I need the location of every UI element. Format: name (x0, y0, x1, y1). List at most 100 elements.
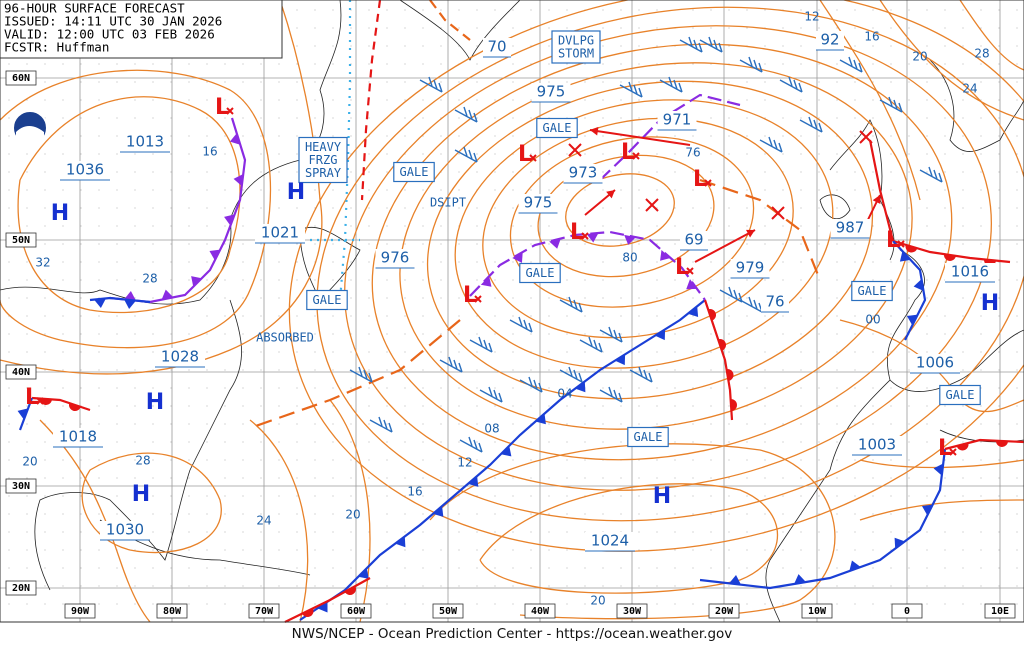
grid-dot (458, 297, 460, 299)
grid-dot (368, 279, 370, 281)
grid-dot (872, 189, 874, 191)
grid-dot (800, 387, 802, 389)
central-pressure: 1028 (161, 348, 199, 366)
grid-dot (26, 459, 28, 461)
grid-dot (980, 171, 982, 173)
grid-dot (962, 189, 964, 191)
grid-dot (890, 63, 892, 65)
grid-dot (638, 9, 640, 11)
grid-dot (260, 153, 262, 155)
grid-dot (998, 243, 1000, 245)
grid-dot (962, 549, 964, 551)
grid-dot (278, 117, 280, 119)
grid-dot (44, 333, 46, 335)
grid-dot (620, 441, 622, 443)
grid-dot (260, 513, 262, 515)
grid-dot (584, 423, 586, 425)
grid-dot (242, 261, 244, 263)
grid-dot (260, 405, 262, 407)
grid-dot (980, 585, 982, 587)
grid-dot (134, 225, 136, 227)
grid-dot (566, 81, 568, 83)
grid-dot (638, 513, 640, 515)
wind-barb (919, 166, 943, 183)
grid-dot (710, 549, 712, 551)
grid-dot (998, 279, 1000, 281)
grid-dot (566, 297, 568, 299)
grid-dot (674, 135, 676, 137)
isobar (399, 62, 913, 430)
grid-dot (404, 9, 406, 11)
grid-dot (998, 27, 1000, 29)
grid-dot (584, 477, 586, 479)
grid-dot (836, 243, 838, 245)
grid-dot (170, 369, 172, 371)
grid-dot (980, 477, 982, 479)
position-marker (771, 206, 785, 220)
grid-dot (512, 45, 514, 47)
front-symbol (899, 251, 911, 262)
grid-dot (728, 459, 730, 461)
grid-dot (314, 423, 316, 425)
high-center: H (132, 482, 150, 507)
grid-dot (620, 297, 622, 299)
grid-dot (962, 63, 964, 65)
grid-dot (854, 549, 856, 551)
low-marker (474, 295, 482, 303)
front-symbol (905, 244, 918, 253)
grid-dot (386, 207, 388, 209)
grid-dot (368, 531, 370, 533)
grid-dot (980, 549, 982, 551)
grid-dot (764, 567, 766, 569)
grid-dot (386, 477, 388, 479)
longitude-label: 50W (439, 606, 458, 617)
grid-dot (764, 603, 766, 605)
boxed-label-frame (298, 136, 348, 184)
grid-dot (170, 81, 172, 83)
grid-dot (8, 261, 10, 263)
grid-dot (422, 531, 424, 533)
grid-dot (440, 549, 442, 551)
grid-dot (1016, 9, 1018, 11)
grid-dot (656, 225, 658, 227)
grid-dot (800, 45, 802, 47)
grid-dot (314, 27, 316, 29)
grid-dot (314, 513, 316, 515)
grid-dot (836, 369, 838, 371)
grid-dot (242, 207, 244, 209)
grid-dot (926, 297, 928, 299)
boxed-label-line: GALE (313, 293, 342, 307)
grid-dot (584, 441, 586, 443)
grid-dot (890, 495, 892, 497)
grid-dot (926, 567, 928, 569)
isobar-label: 24 (962, 82, 977, 96)
grid-dot (548, 351, 550, 353)
grid-dot (80, 549, 82, 551)
grid-dot (260, 585, 262, 587)
grid-dot (62, 225, 64, 227)
grid-dot (152, 423, 154, 425)
pressure-label-bg (657, 111, 697, 130)
grid-dot (404, 117, 406, 119)
grid-dot (746, 189, 748, 191)
grid-dot (908, 531, 910, 533)
grid-dot (620, 513, 622, 515)
grid-dot (152, 549, 154, 551)
high-center: H (287, 180, 305, 205)
wind-barb (799, 116, 823, 133)
grid-dot (764, 225, 766, 227)
grid-dot (584, 513, 586, 515)
grid-dot (854, 261, 856, 263)
grid-dot (746, 153, 748, 155)
grid-dot (692, 63, 694, 65)
grid-dot (710, 477, 712, 479)
coastline (929, 59, 1024, 152)
grid-dot (458, 585, 460, 587)
grid-dot (134, 81, 136, 83)
grid-dot (224, 459, 226, 461)
grid-dot (620, 45, 622, 47)
grid-dot (386, 333, 388, 335)
grid-dot (602, 513, 604, 515)
boxed-label-frame (393, 161, 435, 183)
grid-dot (386, 99, 388, 101)
